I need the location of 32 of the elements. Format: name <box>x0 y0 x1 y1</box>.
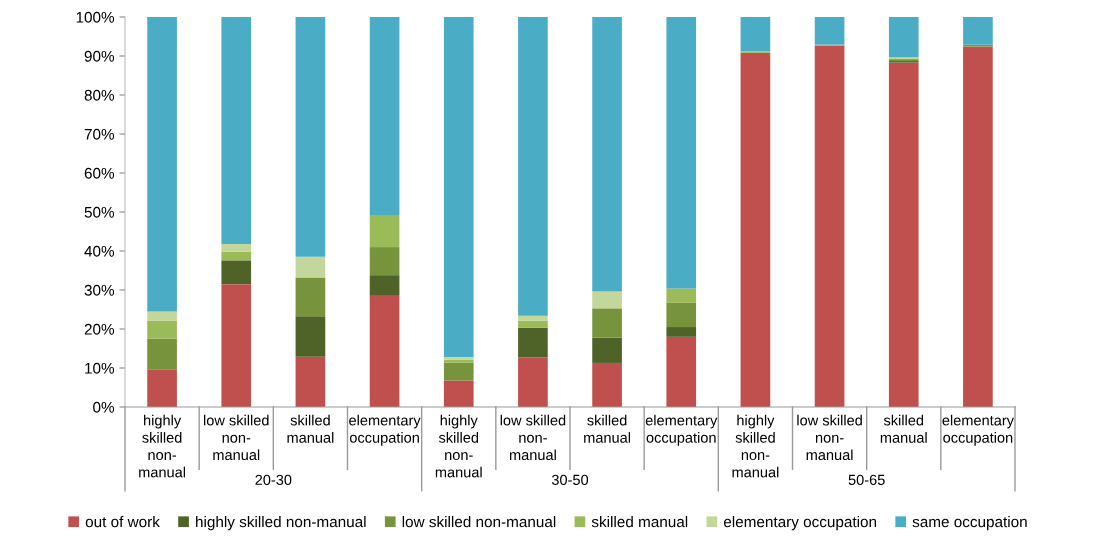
x-tick-label: highly skilled non-manual <box>732 414 779 478</box>
y-tick-label: 50% <box>84 206 115 218</box>
legend-label: low skilled non-manual <box>402 516 556 528</box>
legend-label: elementary occupation <box>723 516 877 531</box>
text: 20-30 <box>255 474 292 486</box>
x-tick-label: skilled manual <box>287 414 334 443</box>
text: 50-65 <box>848 474 885 486</box>
legend-label: same occupation <box>912 516 1027 531</box>
x-tick-label: highly skilled non-manual <box>139 414 186 478</box>
y-tick-label: 60% <box>84 167 115 179</box>
x-tick-label: low skilled non-manual <box>797 414 862 461</box>
y-tick-label: 30% <box>84 284 115 296</box>
y-tick-label: 40% <box>84 245 115 257</box>
x-tick-label: skilled manual <box>880 414 927 443</box>
x-tick-label: skilled manual <box>584 414 631 443</box>
text: 30-50 <box>551 474 589 486</box>
x-tick-label: elementary occupation <box>942 414 1014 446</box>
y-tick-label: 10% <box>85 362 115 374</box>
x-tick-label: highly skilled non-manual <box>435 414 482 478</box>
y-tick-label: 80% <box>84 89 115 101</box>
y-tick-label: 20% <box>84 323 115 335</box>
x-tick-label: elementary occupation <box>349 414 421 446</box>
x-tick-label: low skilled non-manual <box>204 414 269 461</box>
legend-label: skilled manual <box>591 516 688 528</box>
y-tick-label: 90% <box>84 50 115 62</box>
legend-label: out of work <box>85 516 160 528</box>
y-tick-label: 0% <box>93 401 115 413</box>
y-tick-label: 100% <box>76 11 115 23</box>
x-tick-label: low skilled non-manual <box>500 414 566 461</box>
x-tick-label: elementary occupation <box>645 414 718 446</box>
legend-label: highly skilled non-manual <box>196 516 366 531</box>
y-tick-label: 70% <box>84 128 115 140</box>
